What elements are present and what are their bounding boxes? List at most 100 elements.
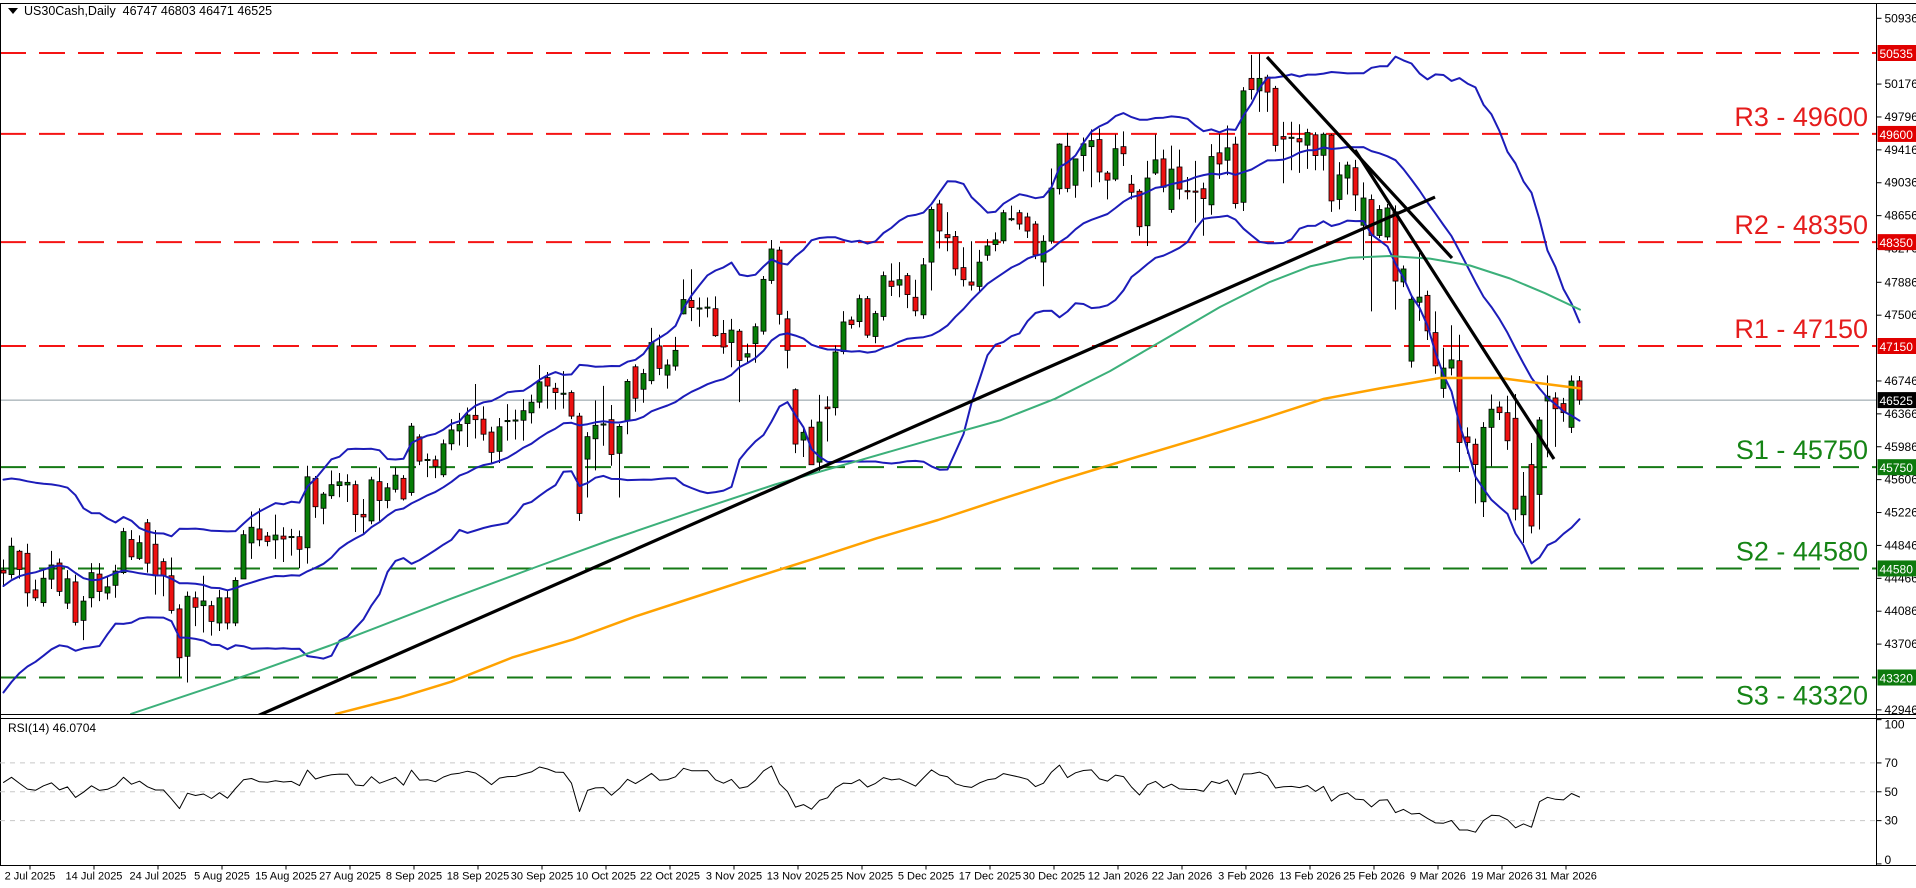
candle[interactable] (552, 382, 559, 410)
rsi-line[interactable] (3, 764, 1580, 833)
candle[interactable] (744, 343, 751, 363)
candle[interactable] (1320, 132, 1327, 171)
bollinger-upper-line[interactable] (2, 55, 1581, 538)
candle[interactable] (272, 514, 279, 559)
candle[interactable] (1152, 134, 1159, 176)
candle[interactable] (904, 272, 911, 309)
candle[interactable] (208, 600, 215, 636)
candle[interactable] (1216, 134, 1223, 179)
candle[interactable] (1120, 131, 1127, 166)
candle[interactable] (256, 508, 263, 547)
candle[interactable] (144, 518, 151, 573)
candle[interactable] (248, 511, 255, 559)
candle[interactable] (8, 537, 15, 579)
candle[interactable] (1168, 145, 1175, 213)
candle[interactable] (536, 365, 543, 409)
candle[interactable] (456, 412, 463, 446)
candle[interactable] (1520, 471, 1527, 543)
candle[interactable] (464, 407, 471, 448)
candle[interactable] (296, 530, 303, 569)
candle[interactable] (600, 385, 607, 446)
candle[interactable] (528, 394, 535, 424)
candle[interactable] (512, 409, 519, 440)
candle[interactable] (896, 262, 903, 298)
candle[interactable] (608, 404, 615, 466)
candle[interactable] (824, 396, 831, 442)
candle[interactable] (400, 475, 407, 501)
candle[interactable] (1240, 87, 1247, 212)
candle[interactable] (808, 419, 815, 466)
candle[interactable] (336, 472, 343, 498)
candle[interactable] (432, 455, 439, 479)
candle[interactable] (504, 404, 511, 441)
candle[interactable] (1344, 161, 1351, 195)
candle[interactable] (1248, 54, 1255, 100)
candle[interactable] (728, 318, 735, 368)
candle[interactable] (1112, 134, 1119, 182)
sma50-line[interactable] (130, 255, 1581, 715)
candle[interactable] (32, 579, 39, 601)
candle[interactable] (104, 575, 111, 600)
candle[interactable] (1072, 158, 1079, 198)
candle[interactable] (1288, 121, 1295, 171)
candle[interactable] (880, 271, 887, 321)
candle[interactable] (1496, 401, 1503, 421)
symbol-dropdown-icon[interactable] (8, 8, 18, 14)
candle[interactable] (1200, 182, 1207, 236)
candle[interactable] (1144, 160, 1151, 247)
sma100-line[interactable] (334, 376, 1582, 715)
candle[interactable] (1488, 394, 1495, 467)
candle[interactable] (984, 239, 991, 261)
candle[interactable] (704, 297, 711, 318)
candle[interactable] (440, 439, 447, 478)
candle[interactable] (1232, 136, 1239, 209)
candle[interactable] (1136, 189, 1143, 236)
candle[interactable] (376, 467, 383, 521)
candle[interactable] (280, 527, 287, 563)
candle[interactable] (1528, 442, 1535, 534)
candle[interactable] (1088, 129, 1095, 188)
candle[interactable] (632, 364, 639, 412)
time-axis[interactable]: 2 Jul 2025 14 Jul 2025 24 Jul 2025 5 Aug 20… (5, 865, 1597, 883)
candle[interactable] (328, 470, 335, 499)
candle[interactable] (568, 390, 575, 420)
candle[interactable] (368, 476, 375, 525)
candle[interactable] (40, 568, 47, 607)
candle[interactable] (1408, 296, 1415, 368)
candle[interactable] (560, 371, 567, 409)
candle[interactable] (968, 241, 975, 291)
candle[interactable] (120, 527, 127, 575)
candle[interactable] (288, 528, 295, 556)
candle[interactable] (488, 426, 495, 465)
candle[interactable] (1424, 290, 1431, 340)
candle[interactable] (720, 319, 727, 354)
candle[interactable] (1312, 132, 1319, 171)
candle[interactable] (384, 483, 391, 509)
candle[interactable] (48, 550, 55, 590)
candle[interactable] (944, 212, 951, 252)
candle[interactable] (72, 574, 79, 626)
candle[interactable] (664, 359, 671, 389)
candle[interactable] (16, 549, 23, 579)
candle[interactable] (872, 310, 879, 344)
candle[interactable] (224, 589, 231, 630)
candle[interactable] (848, 316, 855, 329)
candle[interactable] (856, 294, 863, 328)
candle[interactable] (136, 535, 143, 561)
candle[interactable] (472, 383, 479, 439)
candle[interactable] (1384, 204, 1391, 241)
candle[interactable] (344, 474, 351, 503)
candle[interactable] (1104, 170, 1111, 200)
candle[interactable] (928, 206, 935, 291)
candle[interactable] (1280, 121, 1287, 184)
candle[interactable] (352, 480, 359, 533)
candle[interactable] (936, 199, 943, 249)
candle[interactable] (712, 296, 719, 337)
candle[interactable] (360, 498, 367, 536)
candle[interactable] (56, 558, 63, 597)
candle[interactable] (1224, 125, 1231, 176)
candle[interactable] (216, 589, 223, 631)
candle[interactable] (1504, 395, 1511, 450)
candle[interactable] (576, 412, 583, 521)
